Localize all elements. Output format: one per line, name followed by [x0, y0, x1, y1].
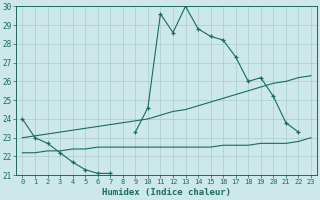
X-axis label: Humidex (Indice chaleur): Humidex (Indice chaleur): [102, 188, 231, 197]
